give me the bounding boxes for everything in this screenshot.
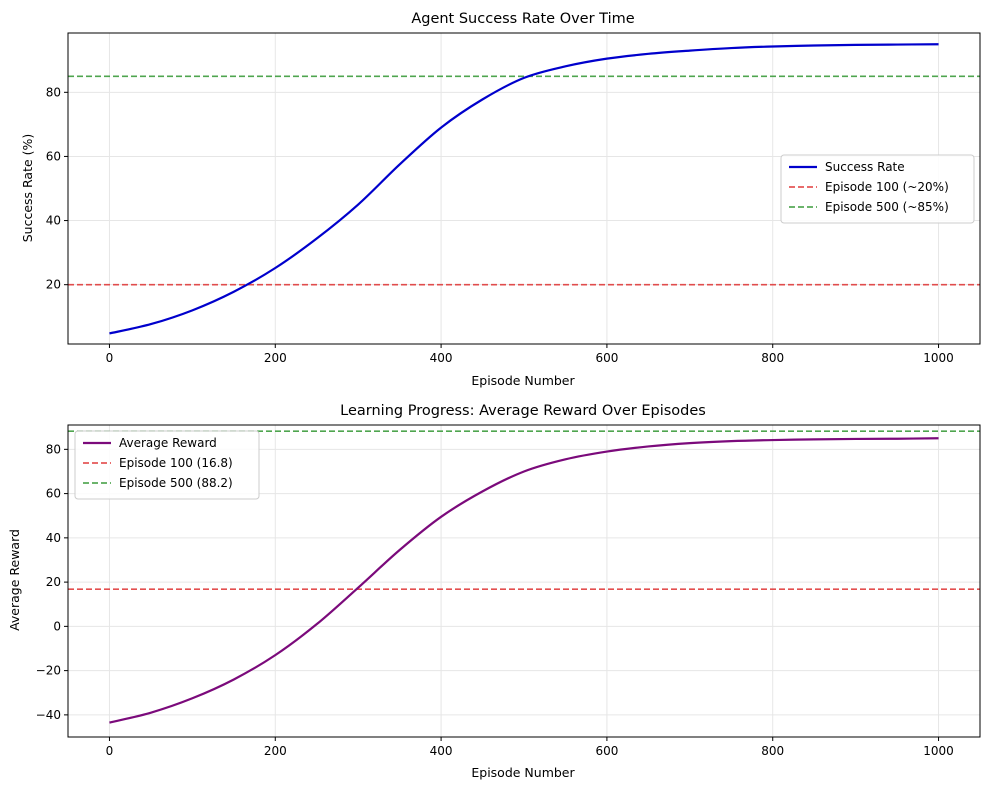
x-tick-label: 400 [430,351,453,365]
legend-label: Episode 500 (~85%) [825,200,949,214]
legend-label: Average Reward [119,436,217,450]
y-tick-label: −40 [36,708,61,722]
x-tick-label: 0 [106,351,114,365]
success-rate-series [109,43,939,335]
y-tick-label: −20 [36,664,61,678]
x-tick-label: 200 [264,351,287,365]
y-tick-label: 60 [46,487,61,501]
x-tick-label: 800 [761,744,784,758]
x-tick-label: 600 [595,351,618,365]
success-rate-chart: 0 200 400 600 800 1000 20 40 60 80 Agent Success… [20,11,981,388]
average-reward-series [109,437,939,724]
success-rate-x-ticks: 0 200 400 600 800 1000 [106,344,954,365]
y-tick-label: 40 [46,531,61,545]
chart-title: Agent Success Rate Over Time [411,11,634,27]
x-tick-label: 1000 [923,744,954,758]
success-rate-legend: Success Rate Episode 100 (~20%) Episode 50… [780,154,975,224]
x-tick-label: 200 [264,744,287,758]
y-tick-label: 60 [46,149,61,163]
y-tick-label: 20 [46,575,61,589]
legend-label: Success Rate [825,160,905,174]
y-axis-label: Success Rate (%) [20,134,35,243]
axes-frame [67,32,981,345]
series-line [109,437,939,724]
legend-label: Episode 500 (88.2) [119,476,233,490]
legend-label: Episode 100 (~20%) [825,180,949,194]
average-reward-grid [68,425,980,737]
x-tick-label: 400 [430,744,453,758]
x-axis-label: Episode Number [471,373,575,388]
success-rate-y-ticks: 20 40 60 80 [46,85,68,292]
average-reward-x-ticks: 0 200 400 600 800 1000 [106,737,954,758]
y-tick-label: 0 [53,619,61,633]
y-tick-label: 80 [46,442,61,456]
average-reward-reference-lines [68,430,980,590]
x-axis-label: Episode Number [471,765,575,780]
legend-label: Episode 100 (16.8) [119,456,233,470]
y-tick-label: 80 [46,85,61,99]
legend-box [74,430,260,500]
y-tick-label: 20 [46,278,61,292]
average-reward-y-ticks: −40 −20 0 20 40 60 80 [36,442,68,722]
success-rate-frame [67,32,981,345]
y-axis-label: Average Reward [7,529,22,631]
success-rate-reference-lines [68,75,980,286]
y-tick-label: 40 [46,214,61,228]
chart-title: Learning Progress: Average Reward Over E… [340,403,706,419]
legend-box [780,154,975,224]
x-tick-label: 1000 [923,351,954,365]
x-tick-label: 600 [595,744,618,758]
series-line [109,43,939,335]
axes-frame [67,424,981,738]
average-reward-frame [67,424,981,738]
average-reward-chart: 0 200 400 600 800 1000 −40 −20 0 20 40 60 80 Learni… [7,403,981,780]
x-tick-label: 0 [106,744,114,758]
average-reward-legend: Average Reward Episode 100 (16.8) Episode … [74,430,260,500]
x-tick-label: 800 [761,351,784,365]
